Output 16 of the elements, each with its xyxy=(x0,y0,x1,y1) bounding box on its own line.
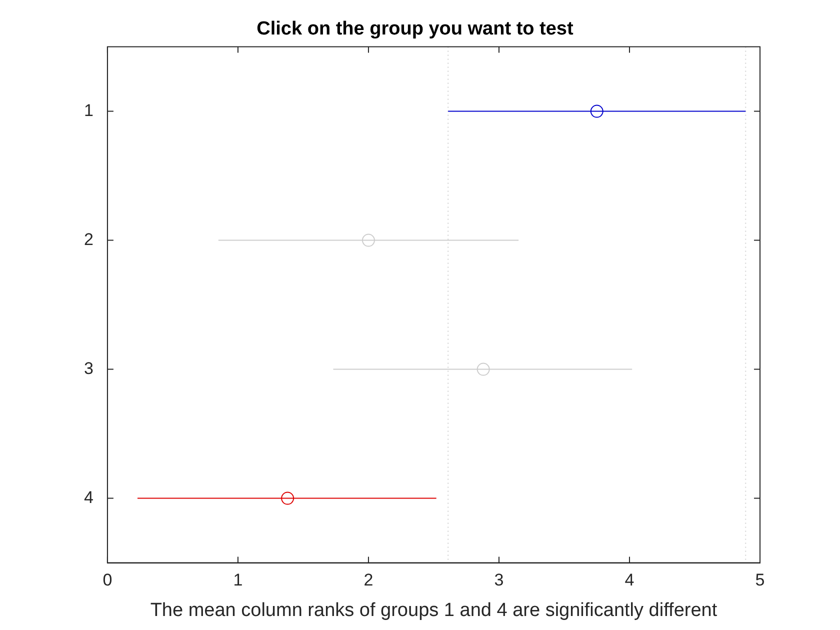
chart-title: Click on the group you want to test xyxy=(256,18,574,40)
point xyxy=(590,104,604,118)
x-tick-label: 1 xyxy=(233,570,243,590)
point xyxy=(281,492,294,505)
y-tick-label: 3 xyxy=(84,358,94,378)
x-tick-label: 5 xyxy=(755,570,765,590)
x-tick-label: 4 xyxy=(624,570,634,590)
y-tick-label: 1 xyxy=(84,100,94,120)
x-tick-label: 0 xyxy=(102,570,112,590)
point xyxy=(362,234,375,247)
x-tick-label: 3 xyxy=(494,570,504,590)
point xyxy=(476,362,490,376)
y-tick-label: 2 xyxy=(84,230,94,249)
y-tick-label: 4 xyxy=(84,488,94,507)
x-axis-title: The mean column ranks of groups 1 and 4 are significantly different xyxy=(150,600,718,621)
x-tick-label: 2 xyxy=(364,570,374,590)
